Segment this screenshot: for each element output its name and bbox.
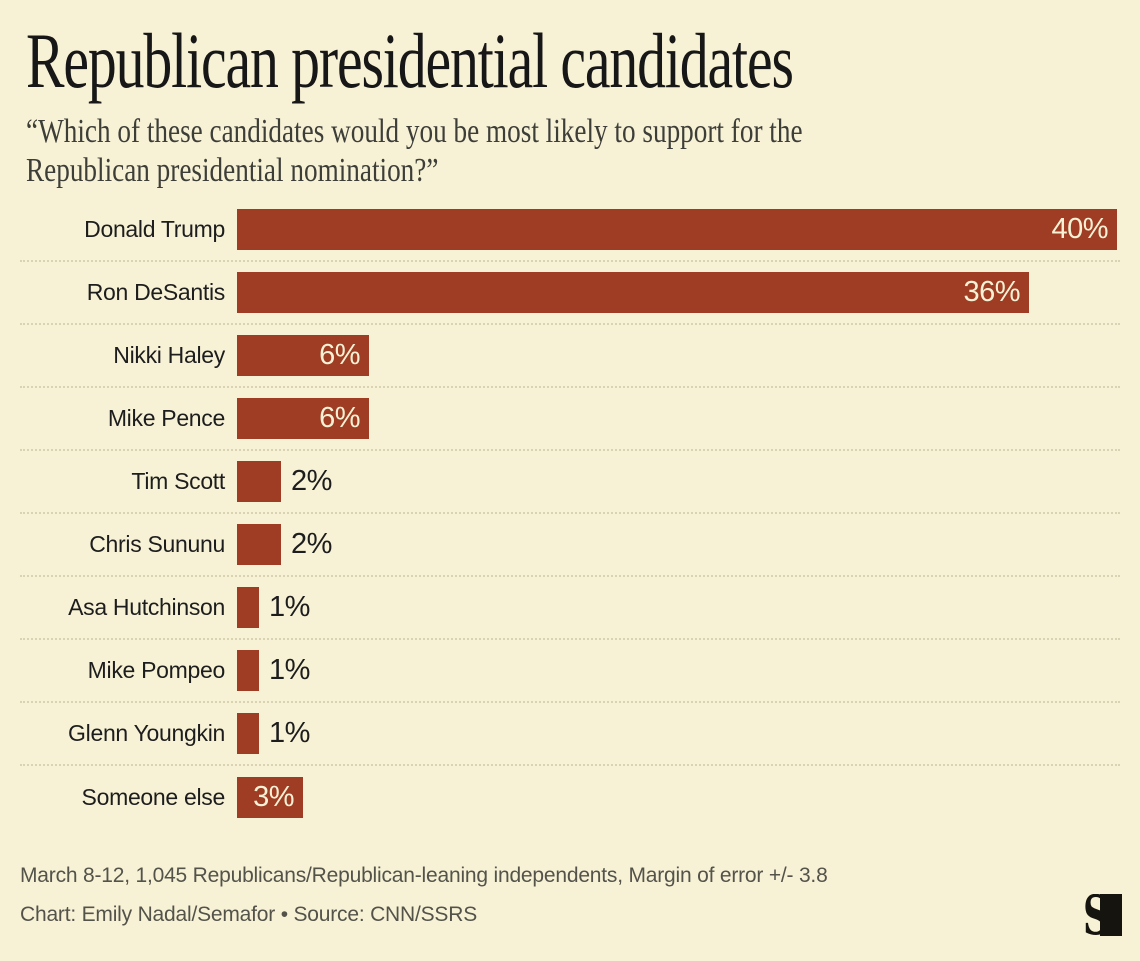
bar: 36% xyxy=(237,272,1029,313)
chart-row: Donald Trump 40% xyxy=(20,199,1120,262)
bar-category-label: Mike Pence xyxy=(107,405,225,431)
bar xyxy=(237,461,281,502)
bar-value-label: 3% xyxy=(253,781,294,813)
chart-subtitle-line-1: “Which of these candidates would you be … xyxy=(26,113,803,150)
bar-track: 1% xyxy=(237,650,1120,691)
chart-row: Mike Pompeo 1% xyxy=(20,640,1120,703)
semafor-logo-icon: S xyxy=(1083,883,1122,947)
bar: 3% xyxy=(237,777,303,818)
bar-value-label: 6% xyxy=(319,402,360,434)
bar-track: 1% xyxy=(237,713,1120,754)
bar-category-label: Donald Trump xyxy=(84,216,225,242)
chart-row: Ron DeSantis 36% xyxy=(20,262,1120,325)
chart-row: Mike Pence 6% xyxy=(20,388,1120,451)
bar xyxy=(237,524,281,565)
semafor-logo-glyph: S xyxy=(1083,883,1122,947)
bar-category-label: Asa Hutchinson xyxy=(68,594,225,620)
bar-value-label: 36% xyxy=(963,276,1020,308)
bar: 40% xyxy=(237,209,1117,250)
footer: March 8-12, 1,045 Republicans/Republican… xyxy=(20,863,1120,928)
bar-category-label: Tim Scott xyxy=(131,468,225,494)
chart-title: Republican presidential candidates xyxy=(26,17,794,104)
bar-category-label: Someone else xyxy=(81,784,226,810)
bar-value-label: 6% xyxy=(319,339,360,371)
chart-row: Nikki Haley 6% xyxy=(20,325,1120,388)
svg-text:S: S xyxy=(1084,894,1109,936)
bar-value-label: 1% xyxy=(269,717,310,749)
bar-category-label: Glenn Youngkin xyxy=(68,720,225,746)
chart-row: Chris Sununu 2% xyxy=(20,514,1120,577)
bar-category-label: Chris Sununu xyxy=(89,531,225,557)
bar-track: 36% xyxy=(237,272,1120,313)
chart-subtitle: “Which of these candidates would you be … xyxy=(26,112,896,190)
header: Republican presidential candidates “Whic… xyxy=(0,0,1140,190)
methodology-note: March 8-12, 1,045 Republicans/Republican… xyxy=(20,864,828,887)
chart-row: Someone else 3% xyxy=(20,766,1120,829)
bar xyxy=(237,713,259,754)
bar-category-label: Ron DeSantis xyxy=(86,279,226,305)
bar xyxy=(237,587,259,628)
bar-category-label: Nikki Haley xyxy=(113,342,225,368)
bar-track: 6% xyxy=(237,335,1120,376)
bar: 6% xyxy=(237,335,369,376)
bar-track: 40% xyxy=(237,209,1120,250)
chart-credit: Chart: Emily Nadal/Semafor • Source: CNN… xyxy=(20,903,477,926)
bar xyxy=(237,650,259,691)
bar: 6% xyxy=(237,398,369,439)
bar-value-label: 2% xyxy=(291,465,332,497)
bar-track: 6% xyxy=(237,398,1120,439)
bar-track: 2% xyxy=(237,461,1120,502)
chart-row: Glenn Youngkin 1% xyxy=(20,703,1120,766)
chart-row: Asa Hutchinson 1% xyxy=(20,577,1120,640)
bar-value-label: 1% xyxy=(269,591,310,623)
bar-track: 1% xyxy=(237,587,1120,628)
bar-track: 3% xyxy=(237,777,1120,818)
bar-value-label: 40% xyxy=(1051,213,1108,245)
bar-category-label: Mike Pompeo xyxy=(87,657,226,683)
bar-value-label: 2% xyxy=(291,528,332,560)
bar-track: 2% xyxy=(237,524,1120,565)
bar-chart: Donald Trump 40% Ron DeSantis 36% Nikki Hale… xyxy=(20,199,1120,829)
chart-row: Tim Scott 2% xyxy=(20,451,1120,514)
bar-value-label: 1% xyxy=(269,654,310,686)
chart-subtitle-line-2: Republican presidential nomination?” xyxy=(26,152,439,189)
